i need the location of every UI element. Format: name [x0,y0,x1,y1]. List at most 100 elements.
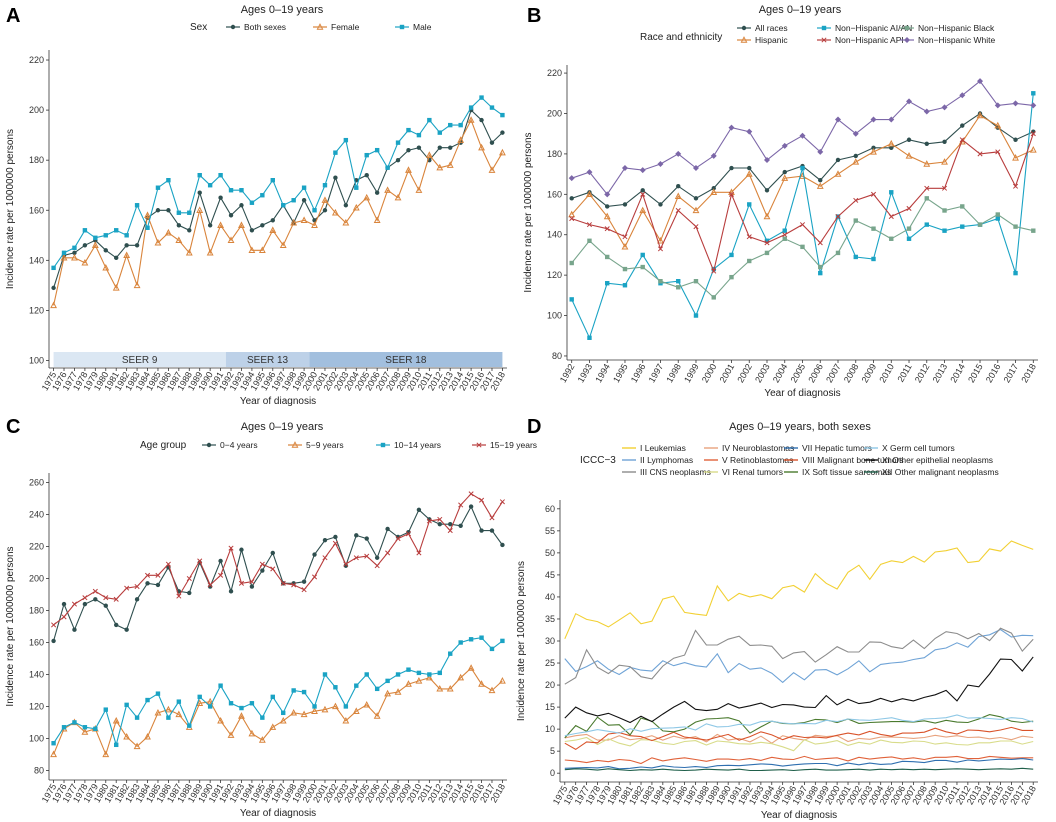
data-point [447,528,453,534]
data-point [92,588,98,594]
y-tick-label: 220 [547,68,562,78]
data-point [354,185,359,190]
panel-label: A [6,5,20,27]
y-tick-label: 100 [29,733,44,743]
data-point [906,98,913,105]
data-point [166,715,171,720]
data-point [906,236,912,241]
data-point [569,196,574,201]
data-point [906,226,912,231]
data-point [71,601,78,607]
x-tick-label: 2013 [931,362,950,384]
data-point [710,152,717,159]
data-point [164,705,172,713]
data-point [333,150,338,155]
data-point [134,715,140,720]
legend-marker [399,24,405,30]
legend-label: XII Other malignant neoplasms [882,467,999,477]
data-point [321,705,329,713]
series-line [53,109,503,289]
y-tick-label: 180 [29,606,44,616]
data-point [782,236,787,241]
data-point [343,203,349,208]
data-point [291,582,297,588]
data-point [478,497,485,503]
x-tick-label: 2011 [895,362,913,384]
data-point [800,165,805,171]
x-tick-label: 1994 [593,362,612,384]
series-line [53,505,503,642]
data-point [569,297,574,302]
series-line [53,637,503,747]
legend-item: XI Other epithelial neoplasms [864,455,993,465]
data-point [228,701,234,706]
legend-label: VIII Malignant bone tumors [802,455,904,465]
data-point [489,515,495,521]
panel-d: D Ages 0–19 years, both sexes 0 5 10 15 20 25 30… [516,416,1038,821]
data-point [817,240,823,246]
data-point [60,253,68,261]
legend-item: Male [395,22,432,32]
data-point [436,684,444,692]
legend-marker [380,442,386,448]
series-line [564,755,1034,765]
series-8 [564,714,1034,739]
data-point [405,531,412,537]
data-point [134,203,140,208]
data-point [942,228,947,233]
legend-label: Non−Hispanic API [835,35,904,45]
data-point [853,218,858,223]
legend-marker [904,37,910,43]
data-point [676,278,681,284]
data-point [852,158,860,165]
y-tick-label: 100 [29,355,44,365]
data-point [301,587,307,593]
data-point [747,165,752,171]
series-line [53,667,503,757]
series-line [564,726,1034,751]
y-tick-label: 200 [547,108,562,118]
x-tick-label: 2004 [771,362,790,384]
data-point [281,203,286,208]
data-point [385,678,390,684]
data-point [187,228,192,233]
data-point [489,140,495,145]
data-point [51,285,56,291]
data-point [176,699,182,704]
data-point [270,550,275,556]
data-point [640,188,645,193]
data-point [61,250,67,256]
data-point [416,507,422,512]
data-point [675,150,682,157]
data-point [995,212,1000,217]
x-tick-label: 1997 [647,362,666,384]
data-point [942,139,947,144]
legend-item: Non−Hispanic AI/AN [817,23,912,33]
data-point [123,732,131,740]
data-point [332,540,338,546]
data-point [269,723,277,730]
data-point [228,545,234,551]
y-tick-label: 5 [550,746,555,756]
y-tick-label: 140 [547,230,562,240]
data-point [746,234,752,240]
data-point [500,130,505,135]
y-tick-label: 60 [545,504,555,514]
data-point [124,243,129,248]
data-point [799,132,806,139]
data-point [426,518,432,524]
data-point [657,161,664,168]
data-point [321,196,329,203]
data-point [923,160,931,167]
legend-item: V Retinoblastomas [704,455,793,465]
legend-item: II Lymphomas [622,455,693,465]
x-tick-label: 2012 [913,362,932,384]
data-point [467,116,475,123]
data-point [72,250,77,256]
data-point [374,563,380,569]
data-point [312,208,317,213]
data-point [478,143,485,151]
panel-c: C Ages 0–19 years 80 100 120 140 160 180 200 220 2… [5,416,537,819]
x-tick-label: 2017 [1002,362,1021,384]
x-tick-label: 1993 [576,362,595,384]
